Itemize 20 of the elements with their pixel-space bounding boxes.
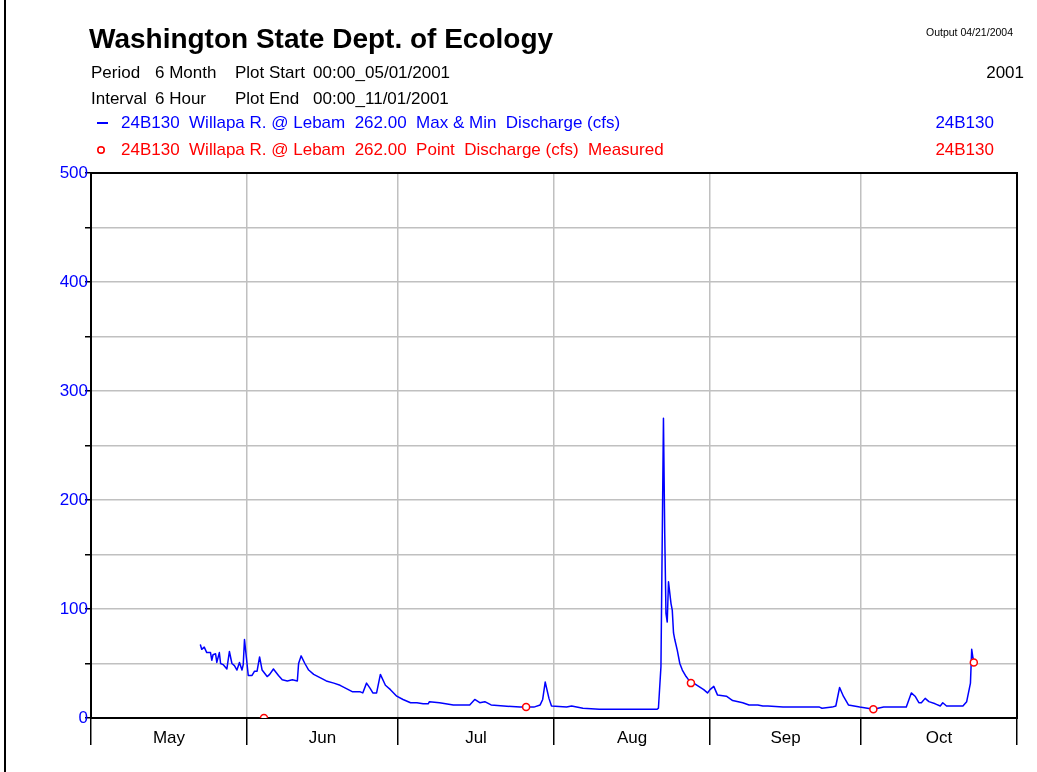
- y-tick-label: 100: [59, 598, 88, 618]
- text: Period 6 Month Plot Start 00:00_05/01/2001 Interval 6 Hour Plot End 00:00_11/01/2001: [91, 63, 451, 108]
- y-tick-label: 300: [59, 380, 88, 400]
- y-tick-label: 200: [59, 489, 88, 509]
- text: Output 04/21/2004: [926, 26, 1013, 39]
- text: 24B130: [935, 113, 994, 133]
- y-tick-label: 400: [59, 271, 88, 291]
- x-tick-label: Aug: [616, 727, 648, 747]
- y-tick-label: 0: [78, 707, 88, 727]
- legend-label: 24B130 Willapa R. @ Lebam 262.00 Point Discharge (cfs) Measured: [121, 140, 664, 160]
- x-tick-label: Jun: [308, 727, 337, 747]
- legend-label: 24B130 Willapa R. @ Lebam 262.00 Max & Min Discharge (cfs): [121, 113, 621, 133]
- chart-title: Washington State Dept. of Ecology: [89, 22, 554, 56]
- x-tick-label: Jul: [465, 727, 487, 747]
- y-tick-label: 500: [59, 162, 88, 182]
- x-tick-label: Sep: [770, 727, 801, 747]
- text: 24B130: [935, 140, 994, 160]
- x-tick-label: Oct: [925, 727, 953, 747]
- text: 2001: [986, 63, 1024, 83]
- x-tick-label: May: [152, 727, 186, 747]
